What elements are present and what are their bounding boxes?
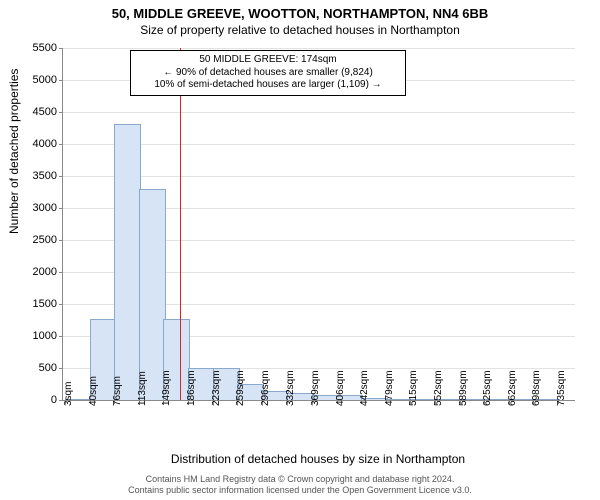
ytick-label: 1500 [33, 298, 57, 310]
ytick-label: 1000 [33, 330, 57, 342]
xtick-label: 625sqm [482, 370, 493, 406]
ytick-label: 5500 [33, 42, 57, 54]
ytick-mark [59, 144, 63, 145]
ytick-label: 2500 [33, 234, 57, 246]
xtick-label: 369sqm [310, 370, 321, 406]
x-axis-label: Distribution of detached houses by size … [171, 452, 465, 466]
xtick-label: 3sqm [63, 382, 74, 406]
xtick-label: 515sqm [408, 370, 419, 406]
histogram-bar [114, 124, 141, 400]
footer-line-2: Contains public sector information licen… [0, 485, 600, 496]
xtick-label: 698sqm [531, 370, 542, 406]
histogram-bar [139, 189, 166, 400]
chart-title-sub: Size of property relative to detached ho… [0, 21, 600, 37]
ytick-mark [59, 272, 63, 273]
plot-area: 0500100015002000250030003500400045005000… [62, 48, 575, 401]
ytick-label: 2000 [33, 266, 57, 278]
ytick-label: 3000 [33, 202, 57, 214]
xtick-label: 406sqm [335, 370, 346, 406]
xtick-label: 442sqm [359, 370, 370, 406]
ytick-label: 500 [39, 362, 57, 374]
ytick-label: 0 [51, 394, 57, 406]
ytick-mark [59, 240, 63, 241]
xtick-label: 40sqm [88, 376, 99, 406]
xtick-label: 223sqm [211, 370, 222, 406]
ytick-mark [59, 112, 63, 113]
annotation-line: ← 90% of detached houses are smaller (9,… [137, 67, 399, 80]
ytick-label: 4500 [33, 106, 57, 118]
ytick-label: 4000 [33, 138, 57, 150]
xtick-label: 589sqm [458, 370, 469, 406]
y-axis-label: Number of detached properties [7, 214, 21, 234]
ytick-mark [59, 176, 63, 177]
chart-footer: Contains HM Land Registry data © Crown c… [0, 474, 600, 496]
reference-line [180, 48, 181, 400]
annotation-line: 50 MIDDLE GREEVE: 174sqm [137, 54, 399, 67]
ytick-mark [59, 336, 63, 337]
xtick-label: 552sqm [433, 370, 444, 406]
xtick-label: 662sqm [507, 370, 518, 406]
xtick-label: 259sqm [235, 370, 246, 406]
annotation-box: 50 MIDDLE GREEVE: 174sqm← 90% of detache… [130, 50, 406, 96]
ytick-mark [59, 80, 63, 81]
chart-title-main: 50, MIDDLE GREEVE, WOOTTON, NORTHAMPTON,… [0, 0, 600, 21]
ytick-label: 3500 [33, 170, 57, 182]
footer-line-1: Contains HM Land Registry data © Crown c… [0, 474, 600, 485]
xtick-label: 186sqm [186, 370, 197, 406]
gridline [63, 112, 575, 113]
annotation-line: 10% of semi-detached houses are larger (… [137, 79, 399, 92]
xtick-label: 332sqm [285, 370, 296, 406]
xtick-label: 113sqm [137, 371, 148, 406]
xtick-label: 296sqm [260, 370, 271, 406]
ytick-mark [59, 368, 63, 369]
xtick-label: 76sqm [112, 376, 123, 406]
ytick-mark [59, 208, 63, 209]
ytick-mark [59, 304, 63, 305]
ytick-label: 5000 [33, 74, 57, 86]
histogram-chart: 50, MIDDLE GREEVE, WOOTTON, NORTHAMPTON,… [0, 0, 600, 500]
xtick-label: 479sqm [384, 370, 395, 406]
xtick-label: 735sqm [556, 370, 567, 406]
ytick-mark [59, 48, 63, 49]
xtick-label: 149sqm [161, 370, 172, 406]
gridline [63, 48, 575, 49]
